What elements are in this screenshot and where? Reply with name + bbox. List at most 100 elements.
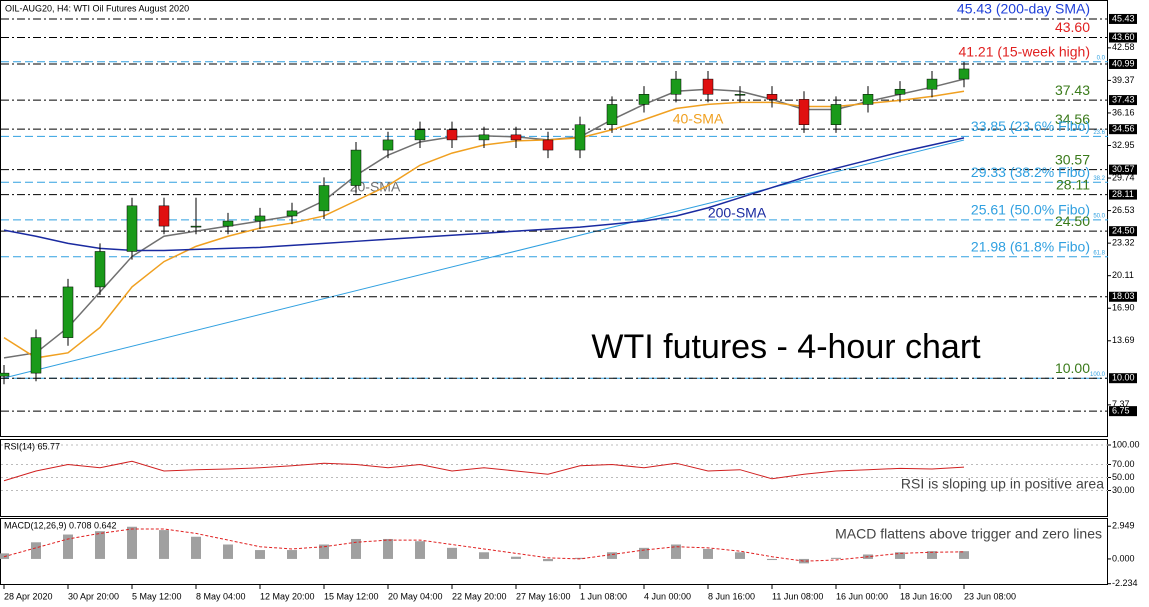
x-tick-label: 28 Apr 2020: [4, 591, 53, 601]
x-tick-label: 1 Jun 08:00: [580, 591, 627, 601]
macd-bar: [255, 550, 265, 559]
y-tick-label: 50.00: [1112, 472, 1135, 482]
macd-bar: [127, 526, 137, 559]
candle-body: [734, 94, 746, 96]
level-annotation: 21.98 (61.8% Fibo): [971, 238, 1090, 254]
panel-title: MACD(12,26,9) 0.708 0.642: [4, 520, 117, 530]
candle-body: [190, 225, 202, 228]
y-tick-label: 100.00: [1112, 439, 1140, 449]
candle-body: [638, 94, 650, 105]
macd-bar: [735, 552, 745, 559]
x-tick-label: 8 May 04:00: [196, 591, 246, 601]
y-tick-label: 36.16: [1112, 107, 1135, 117]
candle-body: [606, 104, 618, 125]
macd-bar: [639, 547, 649, 559]
level-label: 37.43: [1112, 94, 1135, 104]
candle-body: [670, 78, 682, 95]
fibo-label: 61.8: [1093, 250, 1105, 256]
candle-body: [862, 94, 874, 105]
sma-label: 200-SMA: [708, 205, 767, 221]
level-annotation: 28.11: [1056, 176, 1090, 192]
y-tick-label: -2.234: [1112, 578, 1138, 588]
level-box: [1109, 164, 1137, 175]
fibo-label: 23.6: [1093, 130, 1105, 136]
candle-body: [62, 286, 74, 338]
level-annotation: 24.50: [1055, 213, 1090, 229]
macd-bar: [927, 551, 937, 559]
x-tick-label: 12 May 20:00: [260, 591, 315, 601]
y-tick-label: 7.37: [1112, 399, 1130, 409]
candle-body: [702, 78, 714, 95]
level-box: [1109, 95, 1137, 106]
macd-bar: [159, 530, 169, 559]
x-tick-label: 16 Jun 00:00: [836, 591, 888, 601]
candle-body: [94, 251, 106, 288]
level-box: [1109, 13, 1137, 24]
level-label: 10.00: [1112, 373, 1135, 383]
level-label: 45.43: [1112, 13, 1135, 23]
x-tick-label: 5 May 12:00: [132, 591, 182, 601]
macd-bar: [287, 550, 297, 559]
level-annotation: 10.00: [1055, 360, 1090, 376]
level-label: 43.60: [1112, 32, 1135, 42]
level-label: 24.50: [1112, 226, 1135, 236]
x-tick-label: 18 Jun 16:00: [900, 591, 952, 601]
x-tick-label: 11 Jun 08:00: [772, 591, 823, 601]
fibo-label: 50.0: [1093, 213, 1105, 219]
y-tick-label: 13.69: [1112, 335, 1135, 345]
candle-body: [766, 94, 778, 100]
candle-body: [446, 129, 458, 141]
level-label: 30.57: [1112, 164, 1135, 174]
candle-body: [126, 205, 138, 252]
macd-bar: [959, 551, 969, 559]
x-tick-label: 27 May 16:00: [516, 591, 571, 601]
level-annotation: 25.61 (50.0% Fibo): [971, 202, 1090, 218]
y-tick-label: 30.00: [1112, 485, 1135, 495]
y-tick-label: 2.949: [1112, 521, 1135, 531]
macd-bar: [895, 552, 905, 559]
level-box: [1109, 124, 1137, 135]
sma-label: 40-SMA: [673, 111, 724, 127]
candle-body: [350, 149, 362, 186]
candle-body: [478, 134, 490, 141]
level-box: [1109, 189, 1137, 200]
candle-body: [318, 185, 330, 212]
candle-body: [222, 220, 234, 227]
macd-bar: [671, 544, 681, 559]
y-tick-label: 0.000: [1112, 553, 1135, 563]
level-box: [1109, 58, 1137, 69]
x-tick-label: 20 May 04:00: [388, 591, 443, 601]
y-tick-label: 32.95: [1112, 140, 1135, 150]
macd-bar: [447, 547, 457, 559]
level-annotation: 41.21 (15-week high): [958, 43, 1090, 59]
y-tick-label: 20.11: [1112, 270, 1134, 280]
chart-header: OIL-AUG20, H4: WTI Oil Futures August 20…: [5, 3, 189, 13]
y-tick-label: 29.74: [1112, 172, 1135, 182]
candle-body: [926, 78, 938, 90]
rsi-line: [3, 460, 965, 482]
candle-body: [382, 139, 394, 151]
level-label: 18.03: [1112, 291, 1135, 301]
level-box: [1109, 373, 1137, 384]
macd-bar: [31, 542, 41, 559]
macd-annotation: MACD flattens above trigger and zero lin…: [835, 526, 1102, 542]
candle-body: [158, 205, 170, 227]
candle-body: [542, 139, 554, 151]
macd-bar: [767, 558, 777, 561]
level-annotation: 30.57: [1055, 151, 1090, 167]
y-tick-label: 16.90: [1112, 303, 1135, 313]
macd-bar: [319, 544, 329, 559]
macd-bar: [351, 538, 361, 559]
level-annotation: 29.33 (38.2% Fibo): [971, 164, 1090, 180]
level-box: [1109, 32, 1137, 43]
x-tick-label: 30 Apr 20:00: [68, 591, 119, 601]
level-label: 6.75: [1112, 406, 1130, 416]
x-tick-label: 23 Jun 08:00: [964, 591, 1016, 601]
macd-bar: [191, 536, 201, 559]
level-annotation: 45.43 (200-day SMA): [957, 1, 1090, 17]
macd-bar: [607, 552, 617, 559]
x-tick-label: 22 May 20:00: [452, 591, 507, 601]
level-box: [1109, 291, 1137, 302]
sma-label: 20-SMA: [350, 179, 401, 195]
level-label: 34.56: [1112, 124, 1135, 134]
